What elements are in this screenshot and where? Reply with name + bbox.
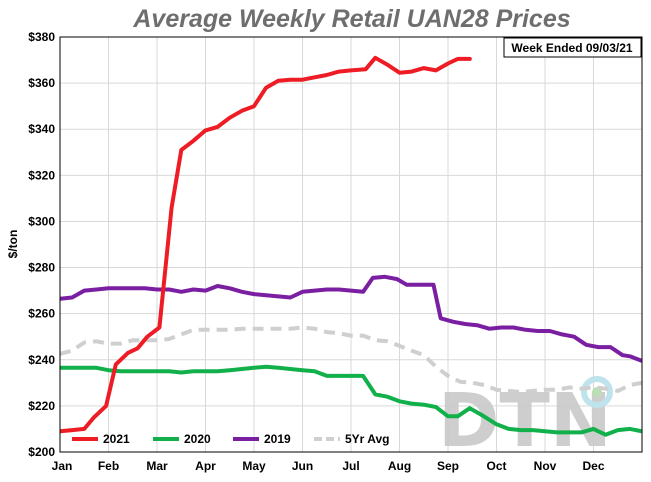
x-tick-label: Mar [146, 459, 168, 473]
y-tick-label: $300 [28, 214, 55, 228]
x-axis-ticks: Jan Feb Mar Apr May Jun Jul Aug Sep Oct Nov Dec [52, 459, 605, 473]
y-tick-label: $360 [28, 76, 55, 90]
y-tick-label: $280 [28, 261, 55, 275]
week-ended-annotation: Week Ended 09/03/21 [503, 37, 642, 58]
y-tick-label: $340 [28, 122, 55, 136]
legend: 2021 2020 2019 5Yr Avg [72, 432, 389, 446]
dtn-watermark: DTN [438, 376, 613, 464]
chart-title: Average Weekly Retail UAN28 Prices [132, 5, 570, 33]
y-axis-ticks: $200 $220 $240 $260 $280 $300 $320 $340 $360 $380 [28, 30, 55, 459]
annotation-text: Week Ended 09/03/21 [511, 41, 633, 55]
x-tick-label: Oct [486, 459, 506, 473]
y-tick-label: $320 [28, 168, 55, 182]
series-line-2019 [60, 274, 642, 363]
y-tick-label: $240 [28, 353, 55, 367]
y-tick-label: $260 [28, 307, 55, 321]
legend-label: 5Yr Avg [345, 432, 389, 446]
series-line-2020 [60, 364, 642, 437]
y-tick-label: $200 [28, 445, 55, 459]
x-tick-label: Aug [388, 459, 411, 473]
x-tick-label: May [242, 459, 266, 473]
x-tick-label: Jun [292, 459, 313, 473]
x-tick-label: Nov [534, 459, 557, 473]
x-tick-label: Jul [342, 459, 359, 473]
x-tick-label: Apr [195, 459, 216, 473]
y-tick-label: $220 [28, 399, 55, 413]
y-axis-label: $/ton [6, 230, 20, 259]
plot-frame [59, 36, 643, 453]
annotation-box [503, 37, 642, 58]
series-lines [60, 55, 642, 437]
series-line-2021 [60, 55, 472, 434]
legend-label: 2021 [103, 432, 130, 446]
watermark-dot-icon [581, 376, 613, 408]
legend-label: 2020 [184, 432, 211, 446]
x-tick-label: Dec [582, 459, 604, 473]
y-tick-label: $380 [28, 30, 55, 44]
x-tick-label: Jan [52, 459, 73, 473]
x-tick-label: Sep [437, 459, 459, 473]
legend-label: 2019 [264, 432, 291, 446]
x-tick-label: Feb [98, 459, 119, 473]
